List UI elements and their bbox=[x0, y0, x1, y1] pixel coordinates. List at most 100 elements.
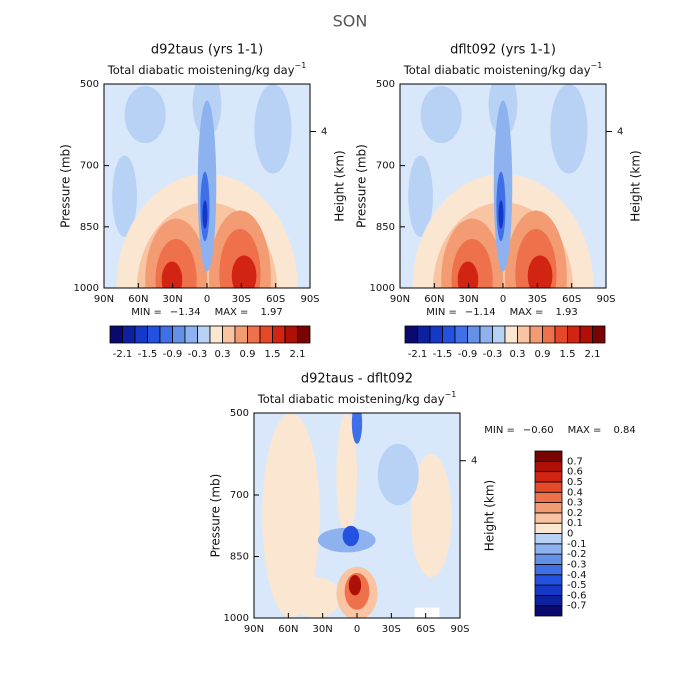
colorbar-label: -0.3 bbox=[188, 349, 208, 360]
colorbar-box bbox=[197, 325, 211, 344]
colorbar-box bbox=[579, 325, 593, 344]
contour-fill bbox=[161, 261, 183, 288]
y2-tick-label: 4 bbox=[471, 456, 477, 467]
colorbar-label: 1.5 bbox=[560, 349, 576, 360]
colorbar-box bbox=[517, 325, 531, 344]
contour-fill bbox=[348, 574, 362, 596]
colorbar-box bbox=[554, 325, 568, 344]
colorbar-box bbox=[492, 325, 506, 344]
colorbar-box bbox=[467, 325, 481, 344]
y-axis-label: Pressure (mb) bbox=[59, 144, 73, 228]
colorbar-box bbox=[534, 584, 563, 596]
colorbar-box bbox=[592, 325, 606, 344]
contour-fill bbox=[410, 454, 452, 577]
contour-fill bbox=[342, 525, 360, 547]
colorbar-box bbox=[284, 325, 298, 344]
colorbar-label: 2.1 bbox=[290, 349, 306, 360]
panel-subtitle: Total diabatic moistening/kg day−1 bbox=[257, 390, 457, 406]
x-tick-label: 30N bbox=[459, 294, 479, 305]
x-tick-label: 60N bbox=[128, 294, 148, 305]
y-tick-label: 1000 bbox=[370, 283, 395, 294]
colorbar-box bbox=[429, 325, 443, 344]
colorbar-label: 0.9 bbox=[240, 349, 256, 360]
colorbar-label: 0.9 bbox=[535, 349, 551, 360]
y-tick-label: 1000 bbox=[74, 283, 99, 294]
colorbar-box bbox=[234, 325, 248, 344]
y-tick-label: 500 bbox=[80, 79, 99, 90]
y-tick-label: 700 bbox=[230, 490, 249, 501]
min-value: −1.14 bbox=[465, 307, 496, 318]
colorbar-label: 0.4 bbox=[567, 487, 583, 498]
colorbar-box bbox=[504, 325, 518, 344]
colorbar-box bbox=[404, 325, 418, 344]
colorbar-label: 0 bbox=[567, 529, 573, 540]
x-tick-label: 30N bbox=[313, 624, 333, 635]
max-value: 0.84 bbox=[613, 425, 635, 436]
x-tick-label: 0 bbox=[354, 624, 360, 635]
colorbar-box bbox=[567, 325, 581, 344]
y-tick-label: 1000 bbox=[224, 613, 249, 624]
x-tick-label: 0 bbox=[500, 294, 506, 305]
colorbar-box bbox=[534, 502, 563, 514]
y-tick-label: 500 bbox=[376, 79, 395, 90]
colorbar-box bbox=[442, 325, 456, 344]
colorbar-label: 0.6 bbox=[567, 467, 583, 478]
colorbar-box bbox=[534, 491, 563, 503]
colorbar-label: 0.3 bbox=[510, 349, 526, 360]
contour-fill bbox=[420, 86, 462, 144]
contour-fill bbox=[498, 200, 504, 229]
colorbar-box bbox=[534, 471, 563, 483]
y-tick-label: 850 bbox=[230, 552, 249, 563]
x-tick-label: 60N bbox=[424, 294, 444, 305]
colorbar-box bbox=[222, 325, 236, 344]
colorbar-label: 1.5 bbox=[265, 349, 281, 360]
colorbar-label: -1.5 bbox=[433, 349, 453, 360]
subtitle-exponent: −1 bbox=[295, 61, 307, 70]
colorbar-label: -2.1 bbox=[113, 349, 133, 360]
x-tick-label: 90S bbox=[596, 294, 615, 305]
contour-fill bbox=[291, 577, 341, 618]
x-tick-label: 90S bbox=[450, 624, 469, 635]
contour-fill bbox=[231, 255, 257, 288]
panel-subtitle: Total diabatic moistening/kg day−1 bbox=[403, 61, 603, 77]
colorbar-box bbox=[297, 325, 311, 344]
min-label: MIN = bbox=[426, 307, 457, 318]
contour-fill bbox=[408, 155, 433, 237]
contour-field bbox=[104, 84, 310, 288]
contour-fill bbox=[527, 255, 553, 288]
colorbar-box bbox=[534, 512, 563, 524]
colorbar-box bbox=[534, 450, 563, 462]
colorbar-box bbox=[534, 564, 563, 576]
y2-axis-label: Height (km) bbox=[629, 150, 643, 221]
colorbar-label: -0.9 bbox=[163, 349, 183, 360]
colorbar-box bbox=[534, 543, 563, 555]
colorbar-label: -0.4 bbox=[567, 570, 587, 581]
y2-axis-label: Height (km) bbox=[333, 150, 347, 221]
colorbar-box bbox=[417, 325, 431, 344]
x-tick-label: 90N bbox=[390, 294, 410, 305]
colorbar-box bbox=[529, 325, 543, 344]
contour-fill bbox=[377, 443, 419, 506]
subtitle-exponent: −1 bbox=[445, 390, 457, 399]
colorbar-label: -0.6 bbox=[567, 590, 587, 601]
colorbar-label: 0.3 bbox=[567, 498, 583, 509]
colorbar-box bbox=[247, 325, 261, 344]
colorbar-box bbox=[534, 605, 563, 617]
y2-axis-label: Height (km) bbox=[483, 480, 497, 551]
subtitle-text: Total diabatic moistening/kg day bbox=[257, 392, 445, 406]
colorbar-label: -0.9 bbox=[458, 349, 478, 360]
x-tick-label: 90N bbox=[94, 294, 114, 305]
panel-subtitle: Total diabatic moistening/kg day−1 bbox=[107, 61, 307, 77]
y-tick-label: 700 bbox=[376, 161, 395, 172]
colorbar-label: -1.5 bbox=[138, 349, 158, 360]
colorbar-box bbox=[272, 325, 286, 344]
y2-tick-label: 4 bbox=[321, 126, 327, 137]
figure-title: SON bbox=[333, 12, 368, 31]
y-tick-label: 500 bbox=[230, 408, 249, 419]
y-tick-label: 850 bbox=[80, 222, 99, 233]
max-label: MAX = bbox=[568, 425, 602, 436]
min-max: MIN = −1.14 MAX = 1.93 bbox=[426, 307, 577, 318]
colorbar-box bbox=[109, 325, 123, 344]
colorbar-box bbox=[534, 574, 563, 586]
colorbar-box bbox=[259, 325, 273, 344]
